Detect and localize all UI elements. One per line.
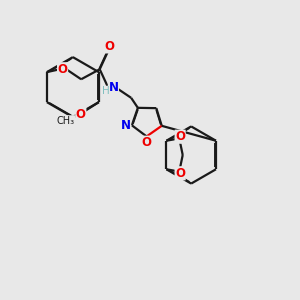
Text: N: N [121, 119, 130, 132]
Text: O: O [76, 108, 86, 121]
Text: O: O [175, 167, 185, 180]
Text: O: O [175, 130, 185, 143]
Text: CH₃: CH₃ [57, 116, 75, 126]
Text: O: O [58, 63, 68, 76]
Text: H: H [102, 86, 109, 96]
Text: N: N [108, 81, 118, 94]
Text: O: O [142, 136, 152, 149]
Text: O: O [104, 40, 114, 53]
